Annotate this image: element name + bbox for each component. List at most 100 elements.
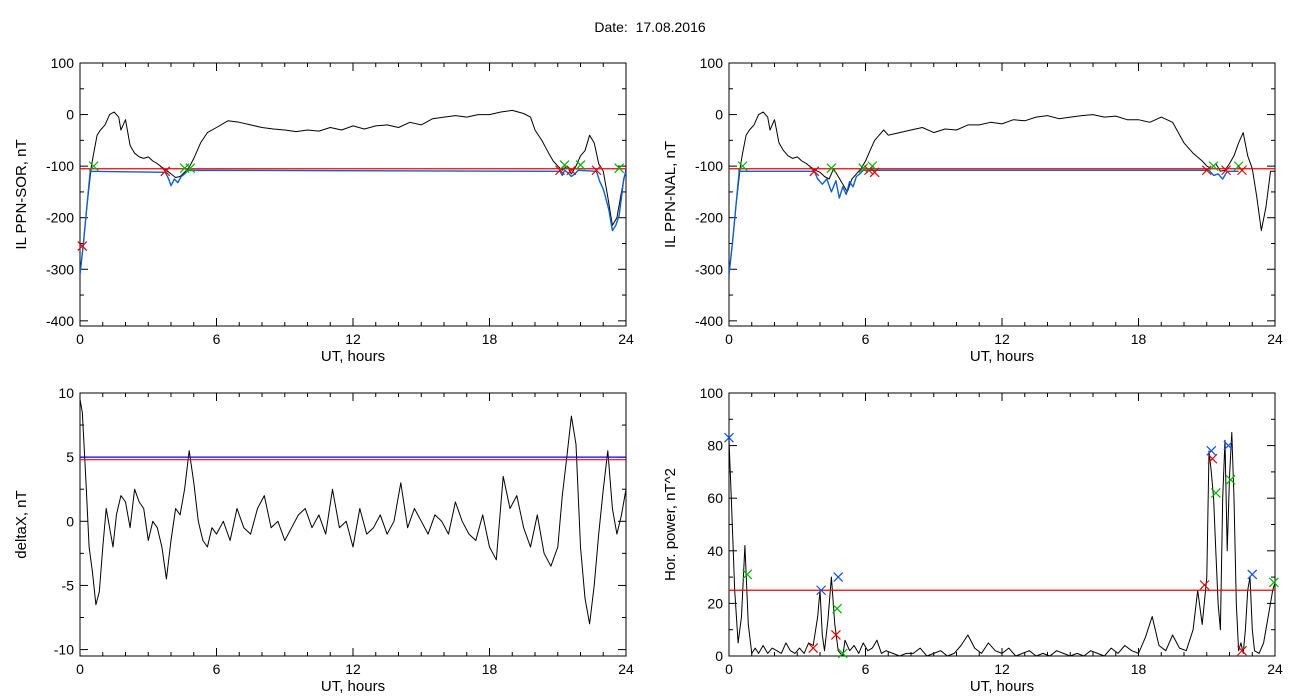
power-y-axis-title: Hor. power, nT^2 — [662, 468, 679, 581]
date-value: 17.08.2016 — [635, 19, 706, 35]
power-plot-area — [729, 432, 1275, 656]
nal-marker-8 — [1208, 161, 1219, 172]
sor-x-axis-title: UT, hours — [321, 348, 385, 365]
power-marker-2 — [808, 643, 819, 654]
deltax-xtick-label-3: 18 — [482, 661, 498, 677]
power-marker-10 — [1207, 453, 1218, 464]
power-xtick-label-2: 12 — [994, 661, 1010, 677]
nal-plot-frame — [728, 62, 1276, 327]
sor-xtick-label-2: 12 — [345, 331, 361, 347]
deltax-xtick-label-1: 6 — [213, 661, 221, 677]
deltax-plot-area — [80, 399, 626, 625]
deltax-x-axis-title: UT, hours — [321, 678, 385, 695]
deltax-ytick-label-2: 0 — [66, 513, 74, 529]
power-xtick-label-1: 6 — [862, 661, 870, 677]
nal-ytick-label-1: 0 — [715, 107, 723, 123]
sor-plot-area — [80, 109, 626, 275]
sor-marker-4 — [185, 163, 196, 174]
sor-series-below_threshold — [80, 169, 626, 275]
deltax-series-main — [80, 399, 626, 625]
date-label: Date: — [594, 19, 628, 35]
nal-xtick-label-4: 24 — [1267, 331, 1283, 347]
sor-ytick-label-2: -100 — [46, 158, 74, 174]
deltax-ytick-label-4: -10 — [54, 642, 74, 658]
nal-marker-5 — [867, 161, 878, 172]
nal-marker-9 — [1221, 165, 1232, 176]
deltax-plot-frame — [79, 392, 627, 657]
nal-xtick-label-1: 6 — [862, 331, 870, 347]
sor-ytick-label-5: -400 — [46, 313, 74, 329]
nal-marker-11 — [1237, 165, 1247, 176]
nal-series-main — [729, 111, 1275, 275]
power-marker-15 — [1247, 569, 1258, 580]
deltax-y-axis-title: deltaX, nT — [13, 490, 30, 558]
power-marker-16 — [1268, 577, 1279, 588]
power-plot-frame — [728, 392, 1276, 657]
nal-marker-3 — [858, 163, 869, 174]
nal-xtick-label-2: 12 — [994, 331, 1010, 347]
sor-ytick-label-3: -200 — [46, 210, 74, 226]
power-ytick-label-5: 0 — [715, 648, 723, 664]
nal-ytick-label-3: -200 — [695, 210, 723, 226]
nal-marker-0 — [737, 161, 748, 172]
deltax-xtick-label-2: 12 — [345, 661, 361, 677]
nal-xtick-label-3: 18 — [1131, 331, 1147, 347]
sor-marker-1 — [88, 161, 99, 172]
sor-marker-7 — [566, 165, 577, 176]
panel-il-ppn-nal: 0 6 12 18 24 100 0 -100 -200 -300 -400 UT, hours IL … — [662, 55, 1283, 365]
nal-marker-7 — [1201, 165, 1212, 176]
power-marker-3 — [816, 585, 827, 596]
deltax-xtick-label-0: 0 — [76, 661, 84, 677]
power-marker-14 — [1237, 645, 1247, 656]
sor-xtick-label-0: 0 — [76, 331, 84, 347]
nal-xtick-label-0: 0 — [725, 331, 733, 347]
sor-marker-2 — [160, 166, 171, 177]
date-header: Date: 17.08.2016 — [0, 19, 1300, 35]
power-marker-8 — [1199, 580, 1210, 590]
power-marker-13 — [1225, 474, 1236, 485]
power-ytick-label-3: 40 — [707, 543, 723, 559]
power-ytick-label-2: 60 — [707, 490, 723, 506]
power-marker-7 — [837, 648, 848, 659]
deltax-xtick-label-4: 24 — [618, 661, 634, 677]
panel-deltax: 0 6 12 18 24 10 5 0 -5 -10 UT, hours deltaX, nT — [13, 385, 634, 695]
power-xtick-label-0: 0 — [725, 661, 733, 677]
sor-marker-8 — [575, 160, 586, 171]
nal-marker-6 — [869, 167, 880, 178]
power-x-axis-title: UT, hours — [970, 678, 1034, 695]
sor-xtick-label-1: 6 — [213, 331, 221, 347]
power-marker-4 — [831, 630, 841, 640]
nal-y-axis-title: IL PPN-NAL, nT — [662, 141, 679, 248]
sor-marker-9 — [591, 165, 602, 176]
panel-il-ppn-sor: 0 6 12 18 24 100 0 -100 -200 -300 -400 UT, hours IL … — [13, 55, 634, 365]
sor-marker-0 — [77, 241, 88, 251]
deltax-ytick-label-3: -5 — [62, 577, 75, 593]
power-marker-12 — [1223, 440, 1234, 451]
nal-x-axis-title: UT, hours — [970, 348, 1034, 365]
nal-ytick-label-0: 100 — [700, 55, 724, 71]
nal-marker-1 — [809, 166, 820, 177]
sor-ytick-label-1: 0 — [66, 107, 74, 123]
nal-ytick-label-2: -100 — [695, 158, 723, 174]
power-marker-1 — [742, 569, 753, 580]
deltax-ytick-label-0: 10 — [58, 385, 74, 401]
nal-ytick-label-4: -300 — [695, 261, 723, 277]
nal-ytick-label-5: -400 — [695, 313, 723, 329]
power-series-main — [729, 432, 1275, 656]
power-marker-9 — [1206, 445, 1217, 456]
deltax-ytick-label-1: 5 — [66, 449, 74, 465]
nal-series-below_threshold — [729, 169, 1239, 275]
sor-y-axis-title: IL PPN-SOR, nT — [13, 139, 30, 249]
sor-series-main — [80, 109, 626, 275]
power-marker-5 — [832, 603, 842, 614]
power-xtick-label-4: 24 — [1267, 661, 1283, 677]
power-xtick-label-3: 18 — [1131, 661, 1147, 677]
panel-hor-power: 0 6 12 18 24 100 80 60 40 20 0 UT, hours Hor. power,… — [662, 385, 1283, 695]
nal-marker-2 — [826, 163, 837, 174]
sor-ytick-label-0: 100 — [51, 55, 75, 71]
sor-plot-frame — [79, 62, 627, 327]
sor-ytick-label-4: -300 — [46, 261, 74, 277]
sor-xtick-label-4: 24 — [618, 331, 634, 347]
